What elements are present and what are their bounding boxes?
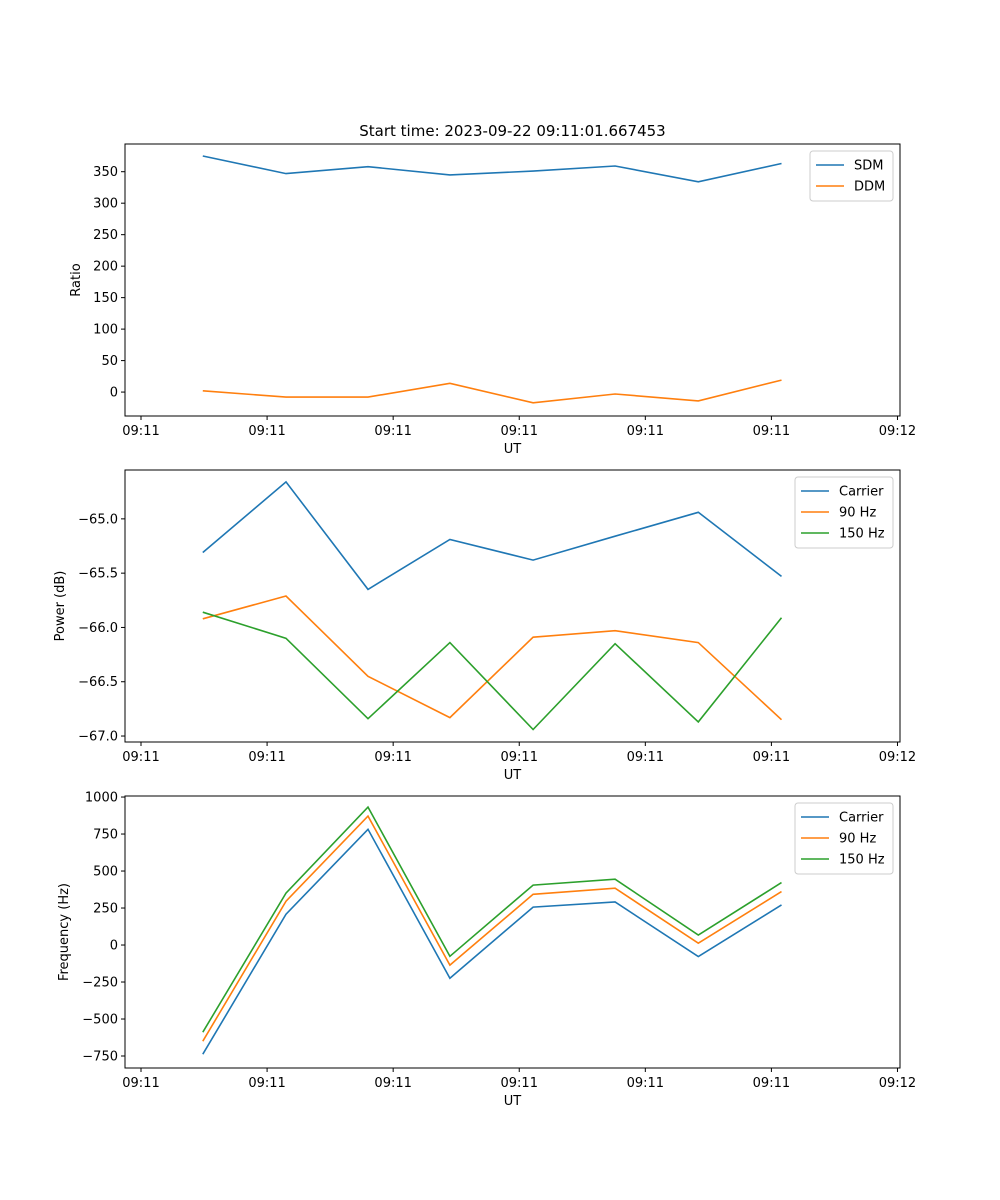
y-tick-label: −65.5 [78,567,118,582]
legend: SDM DDM [809,150,894,202]
legend-label: 90 Hz [839,832,876,847]
y-tick-label: −66.5 [78,675,118,690]
legend-label: 150 Hz [839,853,885,868]
legend-label: Carrier [839,485,884,500]
series-line-carrier [202,827,782,1055]
y-tick-label: 1000 [85,791,118,806]
y-tick-label: 200 [93,260,118,275]
subplot-1: Start time: 2023-09-22 09:11:01.667453 09… [69,122,916,457]
x-axis-label: UT [504,768,522,783]
x-tick-label: 09:11 [501,424,538,439]
x-tick-label: 09:11 [374,1076,411,1091]
x-tick-label: 09:11 [501,1076,538,1091]
x-tick-label: 09:12 [879,750,916,765]
y-tick-label: −67.0 [78,730,118,745]
legend-box [794,476,894,549]
legend-label: 90 Hz [839,506,876,521]
x-tick-label: 09:11 [248,1076,285,1091]
y-tick-label: 350 [93,165,118,180]
x-tick-label: 09:11 [627,424,664,439]
x-tick-label: 09:11 [374,424,411,439]
series-line-ddm [202,379,782,404]
series-line-sdm [202,155,782,183]
y-tick-label: 150 [93,291,118,306]
x-tick-label: 09:11 [248,424,285,439]
axes-frame [124,469,901,743]
axes-frame [124,795,901,1069]
y-tick-label: 300 [93,197,118,212]
x-tick-label: 09:12 [879,424,916,439]
subplot-3: 09:11 09:11 09:11 09:11 09:11 09:11 09:12 −750 −… [57,791,916,1109]
legend: Carrier 90 Hz 150 Hz [794,476,894,549]
y-tick-label: 50 [101,354,118,369]
axes-frame [124,143,901,417]
legend-box [794,802,894,875]
x-tick-label: 09:12 [879,1076,916,1091]
x-tick-label: 09:11 [627,1076,664,1091]
x-tick-label: 09:11 [122,424,159,439]
y-tick-label: −66.0 [78,621,118,636]
y-axis-label: Ratio [69,263,84,296]
x-tick-label: 09:11 [753,750,790,765]
x-tick-label: 09:11 [627,750,664,765]
y-tick-label: −500 [82,1013,118,1028]
y-tick-label: 750 [93,828,118,843]
x-axis-label: UT [504,1094,522,1109]
subplot-2: 09:11 09:11 09:11 09:11 09:11 09:11 09:12 −67.0… [53,469,916,783]
y-axis-label: Power (dB) [53,571,68,642]
x-tick-label: 09:11 [248,750,285,765]
y-tick-label: 0 [110,939,118,954]
x-tick-label: 09:11 [374,750,411,765]
y-tick-label: −250 [82,976,118,991]
y-tick-label: 100 [93,323,118,338]
y-tick-label: −750 [82,1050,118,1065]
series-line-carrier [202,480,782,591]
series-line-90-hz [202,814,782,1042]
x-tick-label: 09:11 [122,750,159,765]
legend: Carrier 90 Hz 150 Hz [794,802,894,875]
x-tick-label: 09:11 [501,750,538,765]
x-axis-label: UT [504,442,522,457]
x-tick-label: 09:11 [753,1076,790,1091]
series-line-90-hz [202,595,783,721]
y-tick-label: 0 [110,386,118,401]
legend-box [809,150,894,202]
x-tick-label: 09:11 [122,1076,159,1091]
y-tick-label: 250 [93,902,118,917]
y-tick-label: 500 [93,865,118,880]
y-tick-label: 250 [93,228,118,243]
legend-label: Carrier [839,811,884,826]
series-line-150-hz [202,611,783,731]
y-tick-label: −65.0 [78,512,118,527]
y-axis-label: Frequency (Hz) [57,883,72,981]
legend-label: SDM [854,159,883,174]
legend-label: 150 Hz [839,527,885,542]
x-tick-label: 09:11 [753,424,790,439]
series-line-150-hz [202,805,782,1033]
legend-label: DDM [854,180,885,195]
chart-title: Start time: 2023-09-22 09:11:01.667453 [359,122,665,140]
